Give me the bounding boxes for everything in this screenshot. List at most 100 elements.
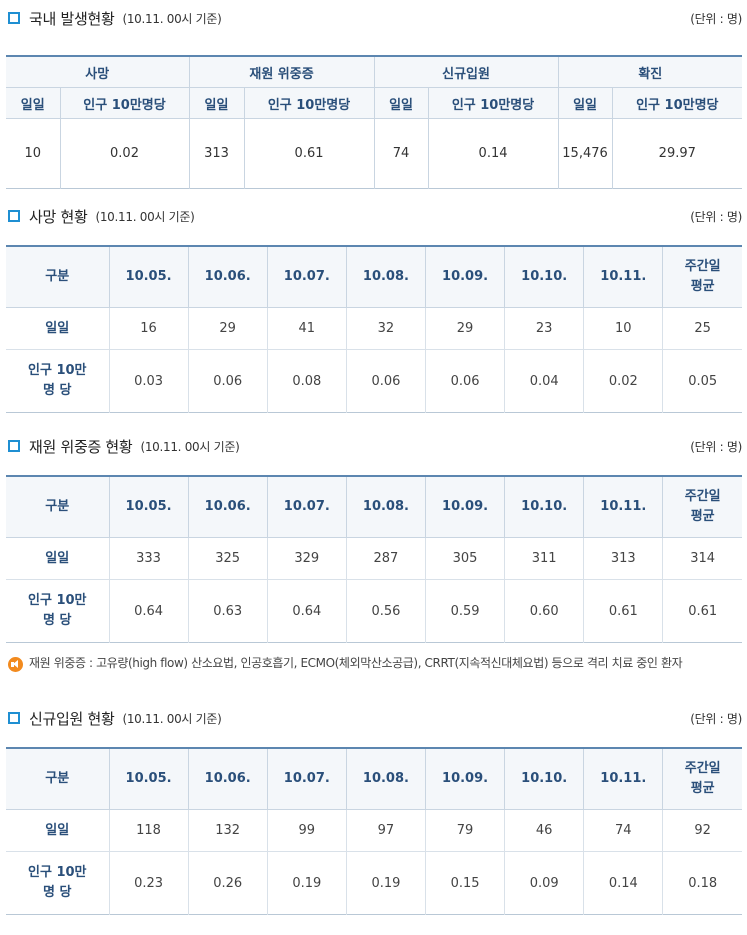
weekly-average-line2: 평균: [690, 781, 715, 796]
admission-daily-value: 132: [187, 809, 268, 852]
header-category: 구분: [6, 476, 109, 538]
death-daily-value: 29: [424, 307, 505, 350]
sub-header-daily: 일일: [557, 87, 613, 119]
severe-daily-value: 313: [583, 537, 663, 580]
summary-severe-daily: 313: [188, 118, 245, 189]
admission-daily-value: 74: [583, 809, 663, 852]
row-label-daily: 일일: [6, 537, 109, 580]
square-bullet-icon: [8, 712, 20, 724]
square-bullet-icon: [8, 12, 20, 24]
severe-per100k-average: 0.61: [662, 579, 742, 643]
per100k-line1: 인구 10만: [28, 865, 87, 880]
header-date: 10.08.: [345, 748, 426, 810]
admission-per100k-value: 0.19: [345, 851, 426, 915]
header-date: 10.10.: [504, 246, 584, 308]
weekly-average-line2: 평균: [690, 279, 715, 294]
header-date: 10.10.: [504, 476, 584, 538]
admission-daily-value: 97: [345, 809, 426, 852]
basis-label: (10.11. 00시 기준): [122, 11, 222, 26]
unit-label: (단위 : 명): [690, 11, 742, 26]
header-date: 10.05.: [108, 246, 189, 308]
header-date: 10.08.: [345, 246, 426, 308]
header-date: 10.09.: [424, 748, 505, 810]
unit-label: (단위 : 명): [690, 209, 742, 224]
sub-header-per100k: 인구 10만명당: [59, 87, 190, 119]
death-per100k-value: 0.02: [583, 349, 663, 413]
summary-severe-per100k: 0.61: [243, 118, 375, 189]
header-date: 10.07.: [266, 476, 347, 538]
sub-header-per100k: 인구 10만명당: [611, 87, 743, 119]
severe-title: 재원 위중증 현황: [29, 437, 133, 456]
death-per100k-value: 0.06: [424, 349, 505, 413]
row-label-per100k: 인구 10만 명 당: [6, 349, 109, 413]
speaker-icon: [8, 657, 23, 672]
header-date: 10.10.: [504, 748, 584, 810]
severe-per100k-value: 0.63: [187, 579, 268, 643]
admission-daily-value: 99: [266, 809, 347, 852]
death-per100k-value: 0.06: [187, 349, 268, 413]
summary-section-header: 국내 발생현황 (10.11. 00시 기준) (단위 : 명): [8, 6, 742, 30]
summary-death-daily: 10: [24, 146, 42, 161]
admission-title: 신규입원 현황: [29, 709, 115, 728]
summary-table: 사망 재원 위중증 신규입원 확진 일일 인구 10만명당 일일 인구 10만명…: [6, 55, 743, 189]
severe-per100k-value: 0.56: [345, 579, 426, 643]
death-per100k-value: 0.03: [108, 349, 189, 413]
death-daily-value: 32: [345, 307, 426, 350]
per100k-line2: 명 당: [43, 383, 72, 398]
severe-per100k-value: 0.60: [504, 579, 584, 643]
admission-per100k-value: 0.09: [504, 851, 584, 915]
summary-admission-per100k: 0.14: [427, 118, 559, 189]
severe-daily-value: 325: [187, 537, 268, 580]
weekly-average-line2: 평균: [690, 509, 715, 524]
sub-header-daily: 일일: [6, 87, 60, 119]
header-weekly-average: 주간일 평균: [662, 246, 742, 308]
summary-title: 국내 발생현황: [29, 9, 115, 28]
header-date: 10.07.: [266, 246, 347, 308]
unit-label: (단위 : 명): [690, 711, 742, 726]
weekly-average-line1: 주간일: [684, 489, 721, 504]
summary-death-per100k: 0.02: [59, 118, 190, 189]
group-header-confirmed: 확진: [557, 56, 743, 88]
per100k-line1: 인구 10만: [28, 593, 87, 608]
square-bullet-icon: [8, 210, 20, 222]
header-date: 10.06.: [187, 246, 268, 308]
header-date: 10.06.: [187, 476, 268, 538]
death-daily-value: 29: [187, 307, 268, 350]
sub-header-daily: 일일: [373, 87, 429, 119]
severe-daily-value: 305: [424, 537, 505, 580]
admission-section-header: 신규입원 현황 (10.11. 00시 기준) (단위 : 명): [8, 706, 742, 730]
death-daily-average: 25: [662, 307, 742, 350]
group-header-admission: 신규입원: [373, 56, 559, 88]
row-label-daily: 일일: [6, 809, 109, 852]
note-text: 재원 위중증 : 고유량(high flow) 산소요법, 인공호흡기, ECM…: [29, 656, 683, 670]
death-per100k-value: 0.06: [345, 349, 426, 413]
death-daily-value: 16: [108, 307, 189, 350]
death-title: 사망 현황: [29, 207, 88, 226]
severe-section-header: 재원 위중증 현황 (10.11. 00시 기준) (단위 : 명): [8, 434, 742, 458]
sub-header-per100k: 인구 10만명당: [243, 87, 375, 119]
death-per100k-value: 0.08: [266, 349, 347, 413]
severe-per100k-value: 0.61: [583, 579, 663, 643]
admission-table: 구분 10.05. 10.06. 10.07. 10.08. 10.09. 10…: [6, 747, 742, 915]
admission-daily-value: 46: [504, 809, 584, 852]
summary-confirmed-daily: 15,476: [557, 118, 613, 189]
admission-per100k-value: 0.26: [187, 851, 268, 915]
severe-per100k-value: 0.64: [108, 579, 189, 643]
unit-label: (단위 : 명): [690, 439, 742, 454]
admission-daily-value: 118: [108, 809, 189, 852]
basis-label: (10.11. 00시 기준): [140, 439, 240, 454]
header-category: 구분: [6, 748, 109, 810]
row-label-daily: 일일: [6, 307, 109, 350]
death-section-header: 사망 현황 (10.11. 00시 기준) (단위 : 명): [8, 204, 742, 228]
header-date: 10.09.: [424, 246, 505, 308]
death-per100k-value: 0.04: [504, 349, 584, 413]
summary-confirmed-per100k: 29.97: [611, 118, 743, 189]
severe-daily-value: 329: [266, 537, 347, 580]
group-header-severe: 재원 위중증: [188, 56, 375, 88]
summary-admission-daily: 74: [373, 118, 429, 189]
admission-per100k-value: 0.19: [266, 851, 347, 915]
severe-per100k-value: 0.59: [424, 579, 505, 643]
header-date: 10.05.: [108, 476, 189, 538]
severe-daily-average: 314: [662, 537, 742, 580]
death-table: 구분 10.05. 10.06. 10.07. 10.08. 10.09. 10…: [6, 245, 742, 413]
